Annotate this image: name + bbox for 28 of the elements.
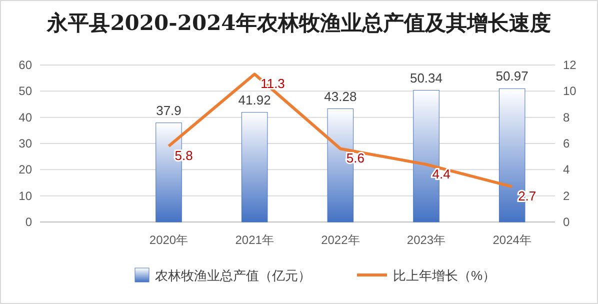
y2-tick-label: 8 [563,110,570,124]
legend-label: 比上年增长（%） [393,268,496,283]
y2-tick-label: 0 [563,215,570,229]
y2-tick-label: 6 [563,136,570,150]
y-tick-label: 30 [18,136,32,150]
x-tick-label: 2020年 [149,233,188,247]
data-label: 37.9 [156,102,182,118]
legend-label: 农林牧渔业总产值（亿元） [155,268,311,283]
y2-tick-label: 12 [563,58,577,72]
data-label: 43.28 [324,88,357,104]
data-label: 50.34 [410,70,443,86]
y-tick-label: 20 [18,162,32,177]
data-label: 41.92 [238,92,271,108]
x-tick-label: 2022年 [321,233,360,247]
y-tick-label: 60 [18,58,32,72]
x-tick-label: 2024年 [492,233,532,247]
y-tick-label: 0 [25,215,32,229]
data-label: 50.97 [496,68,528,84]
y-tick-label: 40 [18,110,32,124]
bar [241,112,268,222]
y-tick-label: 10 [18,188,32,203]
y2-tick-label: 4 [563,162,570,177]
y2-tick-label: 10 [563,84,577,98]
chart-title: 永平县2020-2024年农林牧渔业总产值及其增长速度 [46,10,551,35]
x-tick-label: 2023年 [406,233,446,247]
y-tick-label: 50 [18,84,32,98]
y2-tick-label: 2 [563,188,570,203]
x-tick-label: 2021年 [235,233,274,247]
